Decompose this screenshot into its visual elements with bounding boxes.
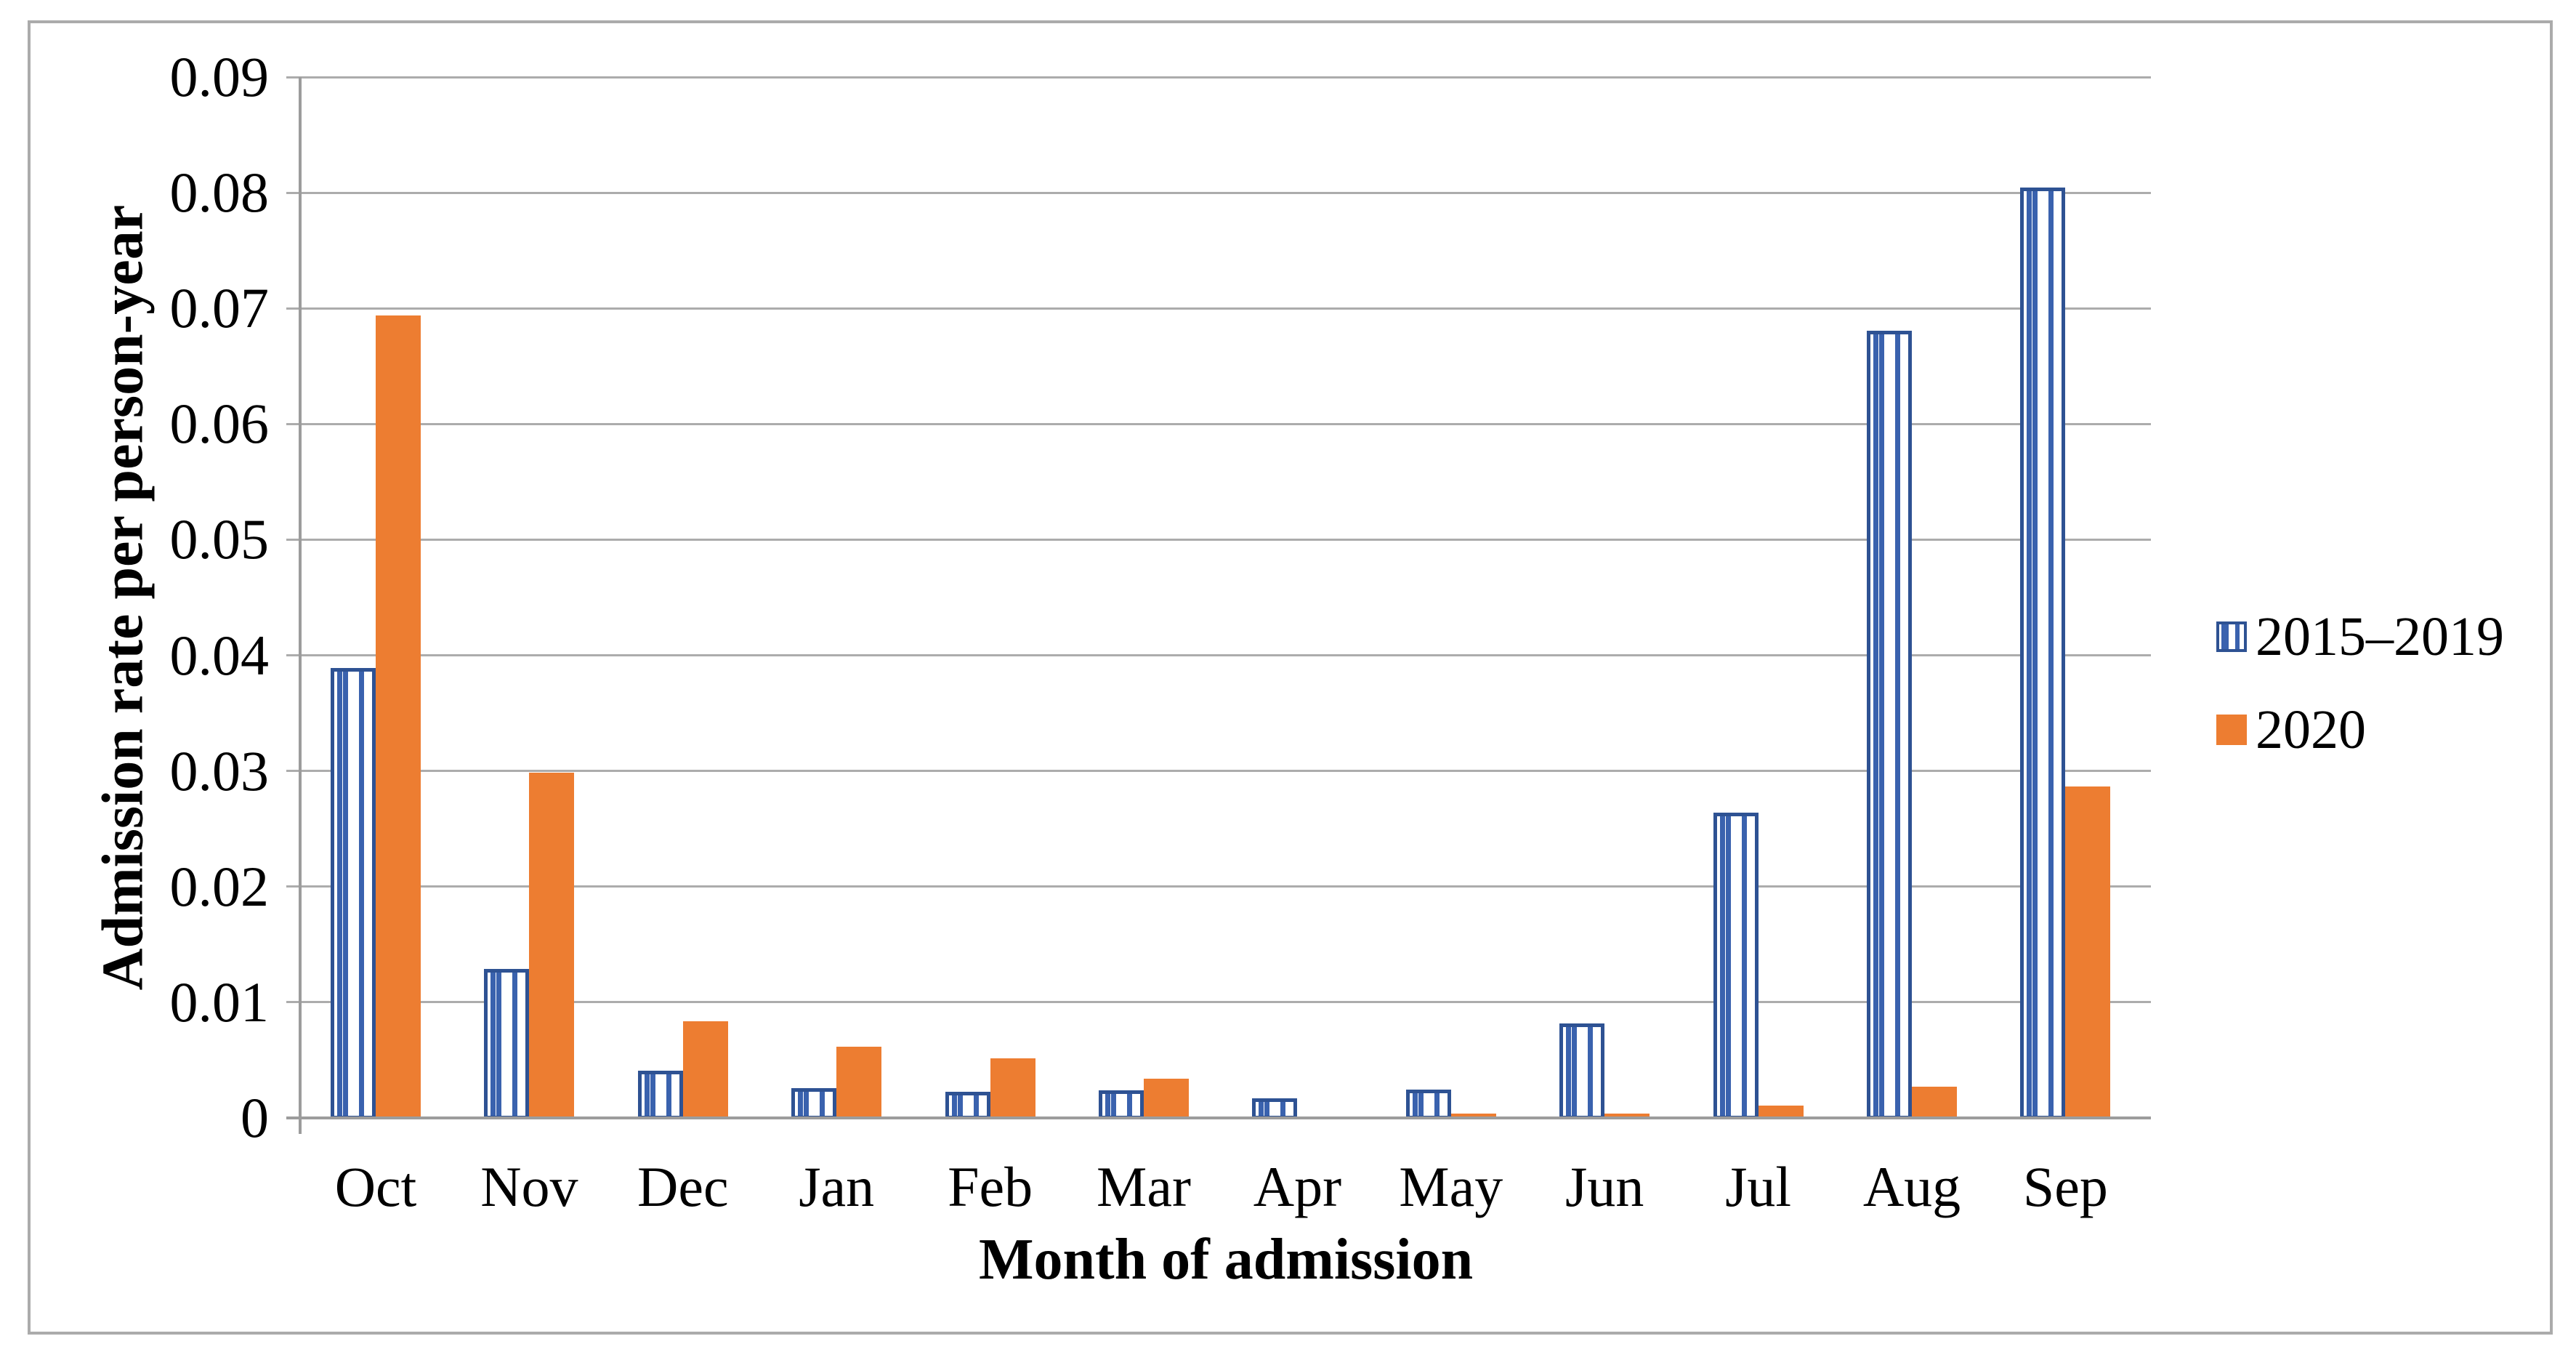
gridline-0.02 [286,885,2151,888]
y-tick-label-0.05: 0.05 [169,507,270,571]
gridline-0.06 [286,422,2151,425]
x-axis-title: Month of admission [978,1228,1474,1292]
bar-2020-jul [1758,1105,1804,1119]
bar-2015-2019-may [1405,1089,1451,1119]
y-tick-label-0.01: 0.01 [169,970,270,1034]
bar-2020-mar [1144,1079,1189,1119]
x-tick-label-oct: Oct [334,1155,417,1218]
legend-swatch-striped-icon [2216,621,2247,652]
bar-2015-2019-mar [1099,1090,1144,1119]
x-axis-baseline [286,1116,2151,1119]
bar-2020-sep [2065,786,2111,1119]
legend-swatch-solid-icon [2216,715,2247,745]
y-tick-label-0.06: 0.06 [169,392,270,456]
bar-2020-oct [376,315,421,1119]
gridline-0.07 [286,307,2151,310]
x-tick-label-feb: Feb [948,1155,1033,1218]
gridline-0.08 [286,191,2151,194]
y-tick-label-0.08: 0.08 [169,161,270,225]
x-tick-label-jan: Jan [799,1155,875,1218]
legend-row-2015-2019: 2015–2019 [2216,608,2504,666]
x-tick-label-apr: Apr [1253,1155,1342,1218]
x-tick-label-nov: Nov [480,1155,578,1218]
bar-2020-feb [990,1058,1035,1119]
bar-2020-jan [836,1046,882,1119]
bar-2015-2019-aug [1867,330,1912,1119]
legend: 2015–2019 2020 [2216,608,2504,794]
bar-2015-2019-oct [331,668,376,1119]
x-tick-label-may: May [1399,1155,1503,1218]
y-tick-label-0.07: 0.07 [169,276,270,340]
gridline-0.09 [286,76,2151,79]
y-tick-label-0.09: 0.09 [169,45,270,108]
bar-2020-dec [682,1021,728,1119]
x-tick-label-mar: Mar [1097,1155,1191,1218]
gridline-0.05 [286,538,2151,541]
bar-2020-aug [1912,1087,1957,1119]
y-tick-label-0.02: 0.02 [169,854,270,918]
bar-2015-2019-nov [484,969,530,1119]
figure-border [28,20,2553,1335]
y-tick-label-0: 0 [241,1086,269,1149]
gridline-0.04 [286,654,2151,657]
bar-2015-2019-jul [1713,813,1759,1119]
x-tick-label-sep: Sep [2022,1155,2108,1218]
gridline-0.01 [286,1001,2151,1004]
bar-2015-2019-jan [791,1088,837,1119]
legend-label: 2015–2019 [2256,606,2504,667]
x-tick-label-jun: Jun [1565,1155,1644,1218]
bar-2020-nov [529,772,575,1119]
bar-2015-2019-dec [637,1071,683,1119]
bar-2015-2019-feb [945,1091,990,1119]
y-axis-line [299,77,302,1134]
x-tick-label-jul: Jul [1725,1155,1792,1218]
y-tick-label-0.03: 0.03 [169,739,270,802]
x-tick-label-aug: Aug [1862,1155,1961,1218]
legend-label: 2020 [2256,699,2366,760]
legend-row-2020: 2020 [2216,701,2504,759]
bar-2015-2019-jun [1559,1023,1605,1119]
x-tick-label-dec: Dec [637,1155,729,1218]
gridline-0.03 [286,770,2151,773]
plot-area [286,76,2151,1134]
y-tick-label-0.04: 0.04 [169,623,270,687]
bar-2015-2019-sep [2020,187,2066,1119]
